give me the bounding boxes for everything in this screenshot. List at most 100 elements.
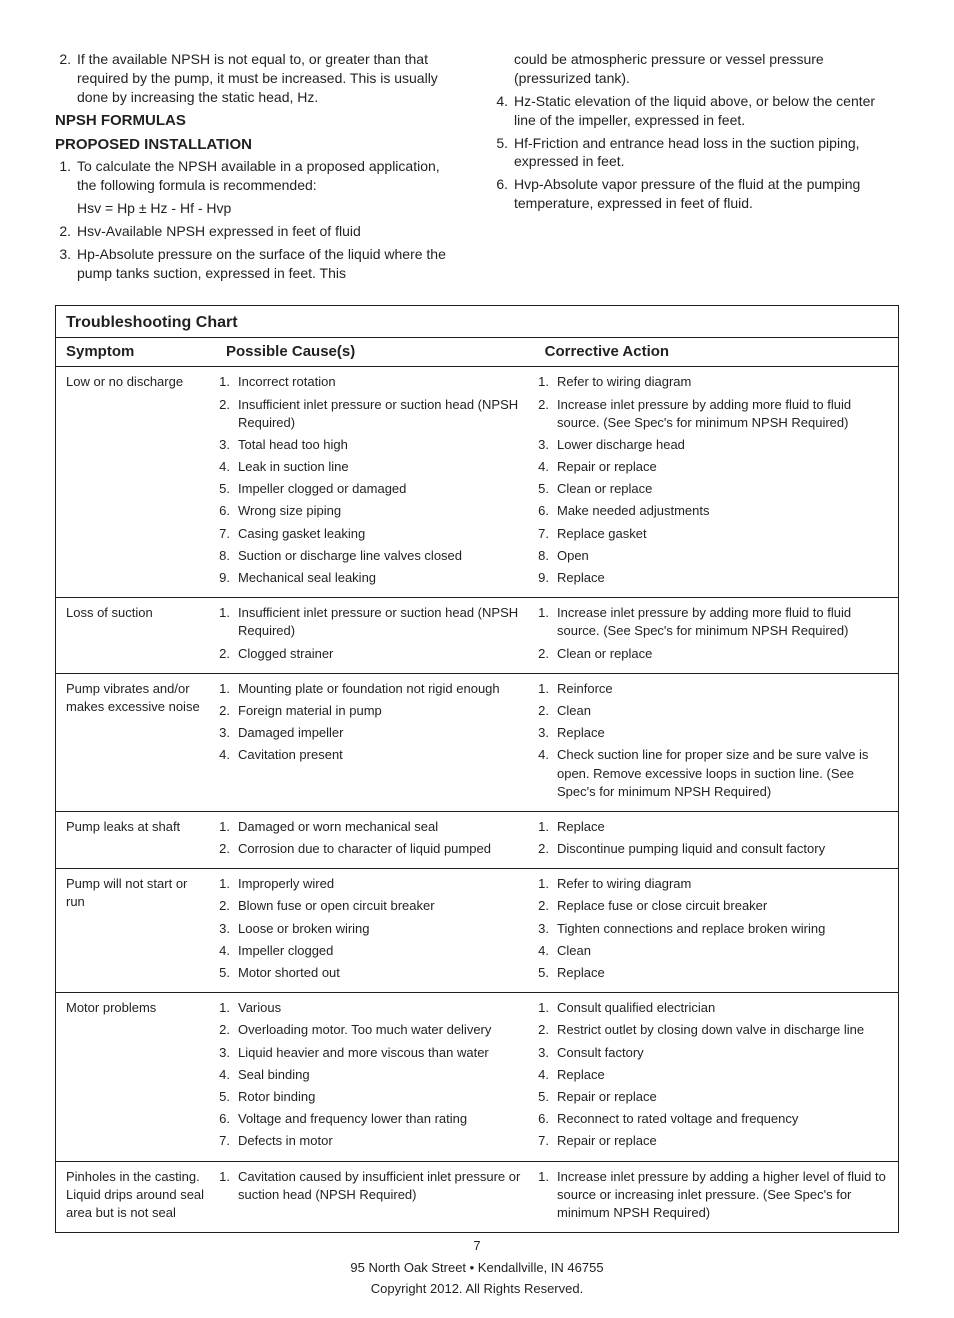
list-item: 3.Replace: [535, 724, 888, 742]
item-text: Liquid heavier and more viscous than wat…: [238, 1044, 523, 1062]
item-text: Foreign material in pump: [238, 702, 523, 720]
item-text: Clogged strainer: [238, 645, 523, 663]
item-number: 2.: [535, 897, 557, 915]
item-text: Check suction line for proper size and b…: [557, 746, 888, 801]
item-text: Suction or discharge line valves closed: [238, 547, 523, 565]
cause-cell: 1.Improperly wired 2.Blown fuse or open c…: [216, 875, 535, 986]
item-text: Replace gasket: [557, 525, 888, 543]
item-number: 6.: [492, 175, 514, 213]
left-column: 2. If the available NPSH is not equal to…: [55, 50, 462, 287]
item-text: Defects in motor: [238, 1132, 523, 1150]
item-number: 2.: [55, 50, 77, 107]
item-text: Discontinue pumping liquid and consult f…: [557, 840, 888, 858]
list-item: 4.Hz-Static elevation of the liquid abov…: [492, 92, 899, 130]
table-row: Low or no discharge1.Incorrect rotation2…: [56, 367, 898, 598]
item-text: Hvp-Absolute vapor pressure of the fluid…: [514, 175, 899, 213]
item-number: 1.: [55, 157, 77, 195]
item-text: Clean: [557, 942, 888, 960]
item-number: 7.: [216, 1132, 238, 1150]
table-row: Pump vibrates and/or makes excessive noi…: [56, 674, 898, 812]
list-item: 1.Reinforce: [535, 680, 888, 698]
cause-cell: 1.Cavitation caused by insufficient inle…: [216, 1168, 535, 1227]
list-item: 4.Repair or replace: [535, 458, 888, 476]
item-text: Mounting plate or foundation not rigid e…: [238, 680, 523, 698]
item-number: 1.: [535, 999, 557, 1017]
list-item: 6.Make needed adjustments: [535, 502, 888, 520]
item-text: Impeller clogged: [238, 942, 523, 960]
list-item: 3.Hp-Absolute pressure on the surface of…: [55, 245, 462, 283]
list-item: 1.Refer to wiring diagram: [535, 875, 888, 893]
item-number: 1.: [216, 680, 238, 698]
chart-header-row: Symptom Possible Cause(s) Corrective Act…: [56, 337, 898, 367]
footer-address: 95 North Oak Street • Kendallville, IN 4…: [55, 1259, 899, 1277]
item-number: 2.: [216, 897, 238, 915]
item-number: 3.: [535, 724, 557, 742]
action-cell: 1.Increase inlet pressure by adding a hi…: [535, 1168, 888, 1227]
item-number: 5.: [216, 964, 238, 982]
item-text: Blown fuse or open circuit breaker: [238, 897, 523, 915]
item-number: 7.: [535, 525, 557, 543]
item-number: 4.: [216, 942, 238, 960]
item-text: Refer to wiring diagram: [557, 373, 888, 391]
item-text: Hsv-Available NPSH expressed in feet of …: [77, 222, 462, 241]
cause-cell: 1.Insufficient inlet pressure or suction…: [216, 604, 535, 667]
item-text: Casing gasket leaking: [238, 525, 523, 543]
item-number: 3.: [535, 920, 557, 938]
top-columns: 2. If the available NPSH is not equal to…: [55, 50, 899, 287]
item-text: Increase inlet pressure by adding more f…: [557, 604, 888, 640]
item-number: 2.: [535, 396, 557, 432]
col-header-cause: Possible Cause(s): [216, 338, 535, 366]
symptom-cell: Pump leaks at shaft: [66, 818, 216, 862]
item-text: To calculate the NPSH available in a pro…: [77, 157, 462, 195]
item-text: Total head too high: [238, 436, 523, 454]
item-text: Impeller clogged or damaged: [238, 480, 523, 498]
item-number: 9.: [535, 569, 557, 587]
item-text: Wrong size piping: [238, 502, 523, 520]
list-item: 7.Casing gasket leaking: [216, 525, 523, 543]
item-text: Replace: [557, 818, 888, 836]
item-text: Make needed adjustments: [557, 502, 888, 520]
list-item: 4.Seal binding: [216, 1066, 523, 1084]
item-number: 7.: [535, 1132, 557, 1150]
list-item: 2.Corrosion due to character of liquid p…: [216, 840, 523, 858]
item-number: 6.: [535, 502, 557, 520]
item-text: Refer to wiring diagram: [557, 875, 888, 893]
item-text: Clean: [557, 702, 888, 720]
item-number: 3.: [216, 1044, 238, 1062]
list-item: 2. If the available NPSH is not equal to…: [55, 50, 462, 107]
item-number: 1.: [216, 999, 238, 1017]
symptom-cell: Loss of suction: [66, 604, 216, 667]
list-item: 5.Replace: [535, 964, 888, 982]
list-item: 2.Overloading motor. Too much water deli…: [216, 1021, 523, 1039]
item-text: Insufficient inlet pressure or suction h…: [238, 604, 523, 640]
list-item: 1.Improperly wired: [216, 875, 523, 893]
cause-cell: 1.Incorrect rotation2.Insufficient inlet…: [216, 373, 535, 591]
item-text: Hz-Static elevation of the liquid above,…: [514, 92, 899, 130]
list-item: 1.Damaged or worn mechanical seal: [216, 818, 523, 836]
cause-cell: 1.Damaged or worn mechanical seal 2.Corro…: [216, 818, 535, 862]
item-text: Damaged impeller: [238, 724, 523, 742]
list-item: 1.Replace: [535, 818, 888, 836]
item-text: Hf-Friction and entrance head loss in th…: [514, 134, 899, 172]
item-text: Hp-Absolute pressure on the surface of t…: [77, 245, 462, 283]
item-number: 2.: [55, 222, 77, 241]
item-number: 5.: [492, 134, 514, 172]
item-text: Mechanical seal leaking: [238, 569, 523, 587]
list-item: 9.Replace: [535, 569, 888, 587]
item-text: Restrict outlet by closing down valve in…: [557, 1021, 888, 1039]
list-item: 6.Voltage and frequency lower than ratin…: [216, 1110, 523, 1128]
item-number: 6.: [535, 1110, 557, 1128]
item-number: 2.: [535, 702, 557, 720]
item-number: 5.: [535, 480, 557, 498]
item-text: Seal binding: [238, 1066, 523, 1084]
list-item: 4.Impeller clogged: [216, 942, 523, 960]
list-item: 8.Open: [535, 547, 888, 565]
col-header-symptom: Symptom: [56, 338, 216, 366]
list-item: 6.Hvp-Absolute vapor pressure of the flu…: [492, 175, 899, 213]
item-number: 1.: [216, 604, 238, 640]
action-cell: 1.Refer to wiring diagram2.Increase inle…: [535, 373, 888, 591]
action-cell: 1.Replace 2.Discontinue pumping liquid an…: [535, 818, 888, 862]
list-item: 1.Increase inlet pressure by adding a hi…: [535, 1168, 888, 1223]
page-number: 7: [55, 1237, 899, 1255]
item-number: 2.: [535, 840, 557, 858]
